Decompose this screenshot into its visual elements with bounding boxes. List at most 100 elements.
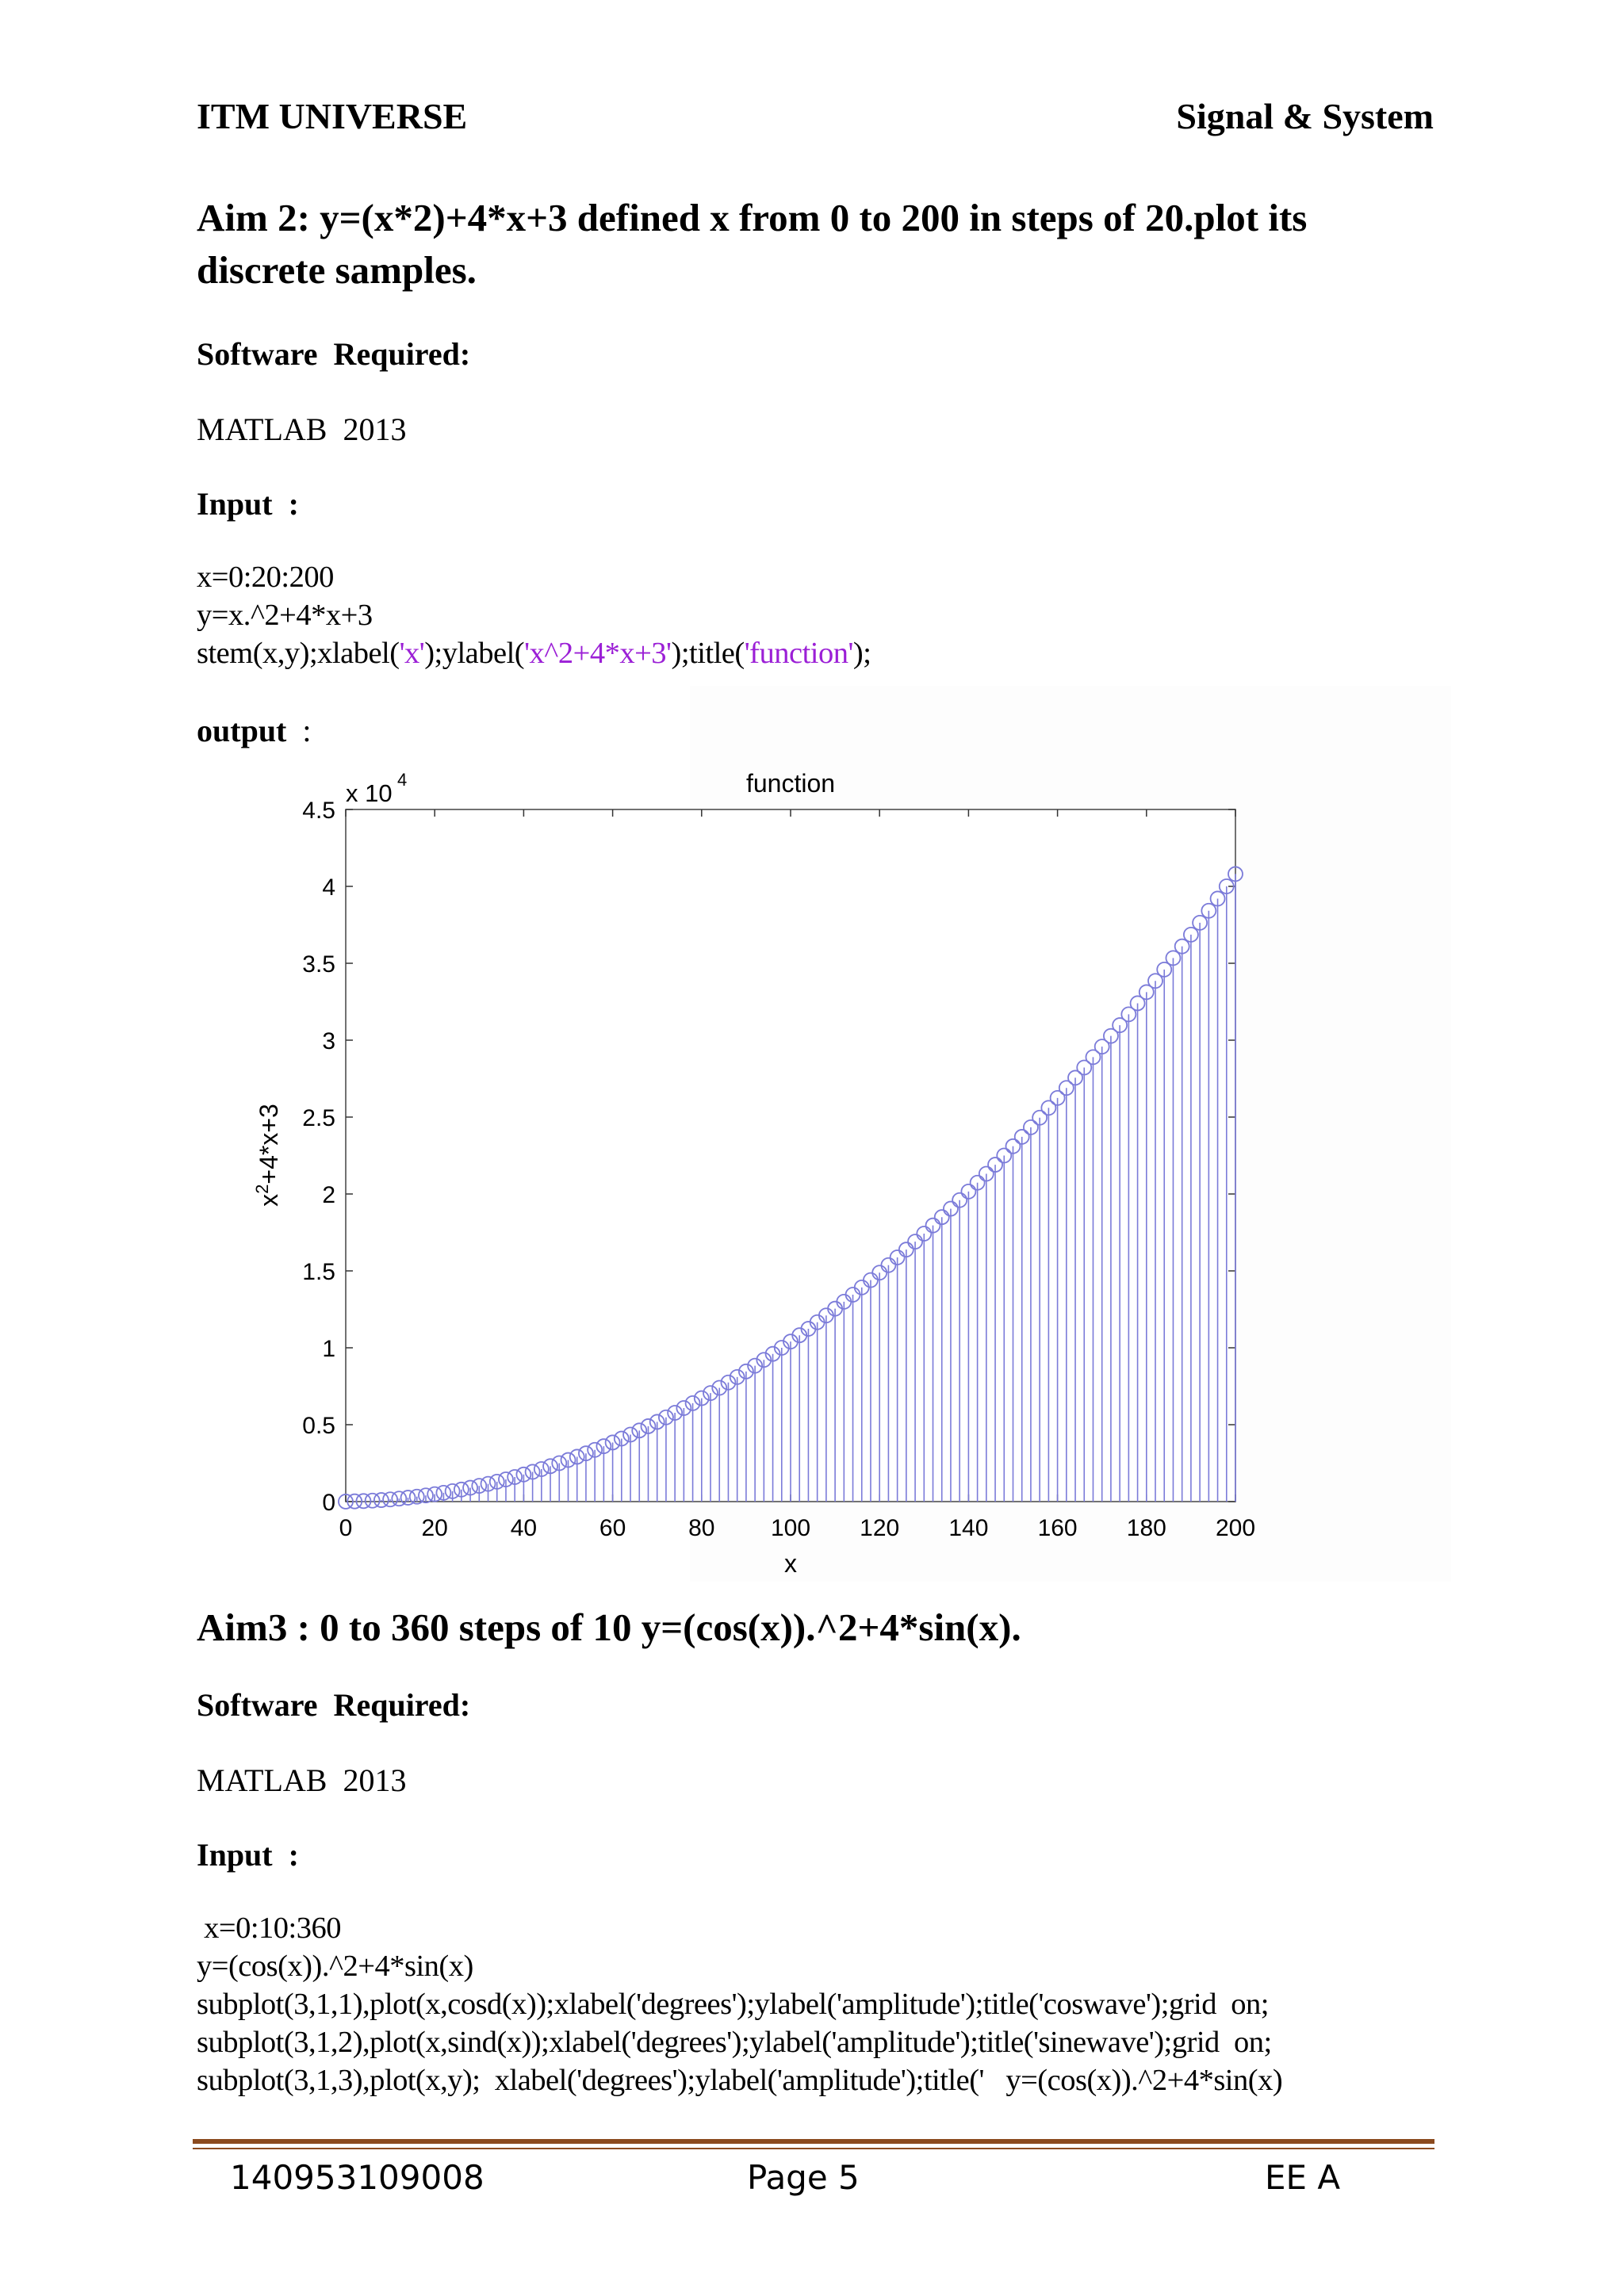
x-axis-label: x (784, 1549, 797, 1578)
code-part: ); (852, 637, 871, 670)
y-tick-label: 0.5 (302, 1413, 335, 1439)
stem-marker (1076, 1059, 1093, 1076)
stem-marker (1085, 1049, 1101, 1066)
stem-marker (480, 1475, 496, 1492)
stem-marker (933, 1209, 950, 1226)
aim3-software: MATLAB 2013 (197, 1762, 407, 1798)
stem-marker (747, 1357, 764, 1374)
stem-marker (444, 1483, 461, 1499)
stem-marker (1013, 1129, 1030, 1145)
aim3-code-line-2: y=(cos(x)).^2+4*sin(x) (197, 1950, 473, 1983)
x-tick-label: 40 (511, 1515, 537, 1541)
footer-id: 140953109008 (230, 2158, 485, 2197)
stem-marker (943, 1200, 959, 1217)
aim3-title: Aim3 : 0 to 360 steps of 10 y=(cos(x)).^… (197, 1605, 1021, 1649)
stem-chart: 0 20 40 60 80 100 120 140 160 180 200 0 0.5 1 1.5 2 2.5 3… (252, 769, 1255, 1578)
footer-rule-thin (193, 2148, 1434, 2149)
axis-multiplier: x 10 (346, 779, 393, 807)
y-tick-label: 3 (322, 1028, 335, 1054)
stem-marker (1040, 1100, 1057, 1116)
stem-marker (453, 1481, 469, 1498)
stem-marker (693, 1390, 710, 1406)
stem-marker (604, 1434, 621, 1451)
stem-marker (925, 1217, 941, 1234)
header-right: Signal & System (1176, 96, 1434, 136)
y-tick-label: 2.5 (302, 1105, 335, 1131)
code-string: 'x^2+4*x+3' (524, 637, 672, 670)
stem-marker (880, 1257, 897, 1273)
code-part: );ylabel( (424, 637, 525, 670)
y-tick-label: 2 (322, 1182, 335, 1208)
y-axis-label-sup: 2 (252, 1184, 272, 1194)
aim2-code-line-2: y=x.^2+4*x+3 (197, 599, 373, 632)
stem-marker (542, 1458, 558, 1475)
stem-marker (347, 1493, 363, 1510)
stem-marker (960, 1183, 977, 1200)
stem-marker (471, 1478, 488, 1494)
aim2-title: Aim 2: y=(x*2)+4*x+3 defined x from 0 to… (197, 196, 1308, 292)
footer-rule-thick (193, 2139, 1434, 2144)
stem-marker (978, 1165, 994, 1182)
stem-marker (488, 1473, 505, 1490)
y-tick-label: 4.5 (302, 798, 335, 824)
stem-marker (418, 1487, 434, 1504)
x-tick-label: 180 (1127, 1515, 1166, 1541)
y-tick-label: 4 (322, 874, 335, 901)
stem-marker (355, 1493, 372, 1510)
stem-marker (1218, 878, 1235, 894)
y-axis-label-base: x (255, 1194, 283, 1207)
stem-marker (1147, 973, 1163, 989)
stem-marker (560, 1452, 576, 1468)
stem-marker (1005, 1138, 1021, 1154)
stem-marker (1138, 984, 1155, 1001)
y-axis-label-rest: +4*x+3 (255, 1104, 283, 1184)
x-tick-label: 140 (948, 1515, 988, 1541)
stem-marker (738, 1363, 754, 1380)
stem-marker (533, 1461, 550, 1477)
stem-marker (587, 1441, 603, 1458)
stem-marker (720, 1374, 737, 1391)
stem-marker (1120, 1006, 1137, 1023)
stem-marker (462, 1479, 478, 1496)
stem-marker (1183, 926, 1199, 943)
stem-marker (1049, 1089, 1066, 1106)
x-tick-label: 60 (599, 1515, 626, 1541)
stem-marker (498, 1471, 514, 1487)
aim3-code-line-4: subplot(3,1,2),plot(x,sind(x));xlabel('d… (197, 2026, 1272, 2059)
x-tick-label: 200 (1216, 1515, 1255, 1541)
stem-marker (613, 1430, 630, 1447)
output-colon-char: : (302, 713, 312, 748)
aim2-software: MATLAB 2013 (197, 411, 407, 447)
x-tick-label: 20 (422, 1515, 448, 1541)
stem-marker (631, 1422, 648, 1439)
stem-marker (400, 1490, 416, 1506)
stem-marker (524, 1464, 541, 1480)
stem-marker (996, 1147, 1013, 1164)
y-tick-label: 0 (322, 1490, 335, 1516)
stem-marker (596, 1438, 612, 1455)
stem-marker (764, 1345, 781, 1362)
stem-marker (898, 1242, 914, 1258)
stem-marker (756, 1352, 772, 1368)
stem-marker (703, 1385, 718, 1402)
stem-marker (1094, 1039, 1110, 1054)
x-tick-label: 0 (339, 1515, 353, 1541)
stem-marker (1058, 1080, 1074, 1096)
aim3-input-label: Input : (197, 1837, 299, 1873)
stem-marker (622, 1426, 638, 1443)
stem-marker (907, 1234, 923, 1250)
stem-marker (729, 1368, 745, 1385)
output-label-text: output (197, 713, 287, 748)
code-part: );title( (671, 637, 745, 670)
aim2-output-label: output : (197, 712, 312, 749)
stem-marker (1103, 1027, 1119, 1044)
axis-multiplier-exponent: 4 (397, 770, 407, 790)
stem-marker (1201, 902, 1217, 919)
stem-marker (676, 1400, 692, 1416)
stem-marker (391, 1490, 408, 1507)
aim2-code-line-3: stem(x,y);xlabel('x');ylabel('x^2+4*x+3'… (197, 636, 871, 671)
aim3-code-line-1: x=0:10:360 (197, 1911, 341, 1945)
header-left: ITM UNIVERSE (197, 96, 468, 136)
code-string: 'function' (744, 637, 854, 670)
x-tick-label: 80 (688, 1515, 714, 1541)
